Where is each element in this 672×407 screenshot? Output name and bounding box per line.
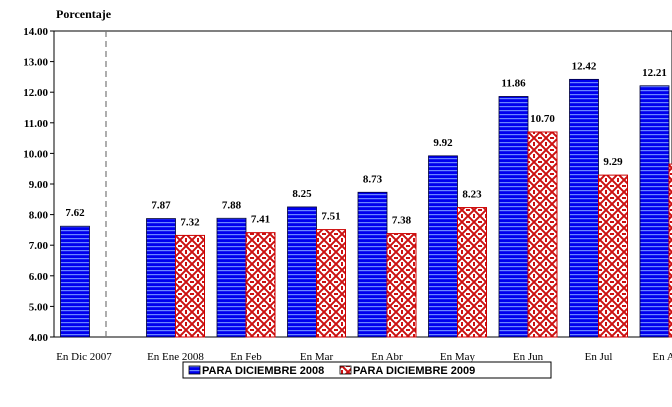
y-tick-label: 5.00	[29, 301, 49, 313]
bar-2008	[147, 219, 176, 337]
bar-2009	[528, 132, 557, 337]
bar-2008	[358, 192, 387, 337]
y-tick-label: 8.00	[29, 210, 49, 222]
data-label-2008: 12.21	[642, 67, 667, 79]
legend-swatch-2008	[189, 366, 200, 374]
y-tick-label: 9.00	[29, 179, 49, 191]
x-category-label: En Abr	[371, 351, 403, 363]
x-category-label: En Ago	[652, 351, 672, 363]
y-axis: 4.00 5.00 6.00 7.00 8.00 9.00 10.00 11.00 12.00 1…	[23, 26, 54, 344]
bar-2008	[429, 156, 458, 337]
bar-2008	[217, 218, 246, 337]
x-axis: En Dic 2007 En Ene 2008 En Feb En Mar En Abr…	[56, 351, 672, 363]
bar-2009	[387, 234, 416, 337]
x-category-label: En May	[440, 351, 476, 363]
x-category-label: En Jun	[513, 351, 544, 363]
data-label-2009: 8.23	[462, 189, 482, 201]
bar-2009	[599, 175, 628, 337]
y-tick-label: 14.00	[23, 26, 48, 38]
x-category-label: En Ene 2008	[147, 351, 204, 363]
data-label-2008: 7.62	[65, 207, 85, 219]
data-label-2008: 7.87	[151, 200, 171, 212]
y-tick-label: 7.00	[29, 240, 49, 252]
y-tick-label: 12.00	[23, 87, 48, 99]
y-axis-label: Porcentaje	[56, 7, 112, 21]
x-category-label: En Dic 2007	[56, 351, 112, 363]
bar-2008	[640, 86, 669, 337]
y-tick-label: 6.00	[29, 271, 49, 283]
bar-2009	[458, 208, 487, 337]
data-label-2008: 8.25	[292, 188, 312, 200]
bar-2009	[246, 233, 275, 337]
bar-2009	[176, 235, 205, 337]
y-tick-label: 11.00	[24, 118, 49, 130]
bar-2008	[61, 226, 90, 337]
bar-2008	[288, 207, 317, 337]
data-label-2009: 9.29	[603, 156, 623, 168]
y-tick-label: 13.00	[23, 57, 48, 69]
bar-2008	[570, 79, 599, 337]
bar-2009	[317, 230, 346, 337]
data-label-2009: 10.70	[530, 113, 555, 125]
data-label-2008: 8.73	[363, 173, 383, 185]
legend-label-2009: PARA DICIEMBRE 2009	[353, 365, 475, 377]
legend-swatch-2009	[340, 366, 351, 374]
x-category-label: En Jul	[585, 351, 613, 363]
data-label-2008: 7.88	[222, 199, 242, 211]
data-label-2009: 7.32	[180, 216, 200, 228]
data-label-2009: 7.51	[321, 211, 340, 223]
y-tick-label: 10.00	[23, 148, 48, 160]
legend-label-2008: PARA DICIEMBRE 2008	[202, 365, 324, 377]
x-category-label: En Feb	[230, 351, 262, 363]
data-label-2008: 11.86	[501, 77, 526, 89]
legend: PARA DICIEMBRE 2008 PARA DICIEMBRE 2009	[183, 362, 551, 378]
y-tick-label: 4.00	[29, 332, 49, 344]
data-label-2008: 12.42	[572, 60, 597, 72]
data-label-2008: 9.92	[433, 137, 453, 149]
data-label-2009: 7.38	[392, 215, 412, 227]
bar-2008	[499, 96, 528, 337]
data-label-2009: 7.41	[251, 214, 270, 226]
x-category-label: En Mar	[300, 351, 334, 363]
